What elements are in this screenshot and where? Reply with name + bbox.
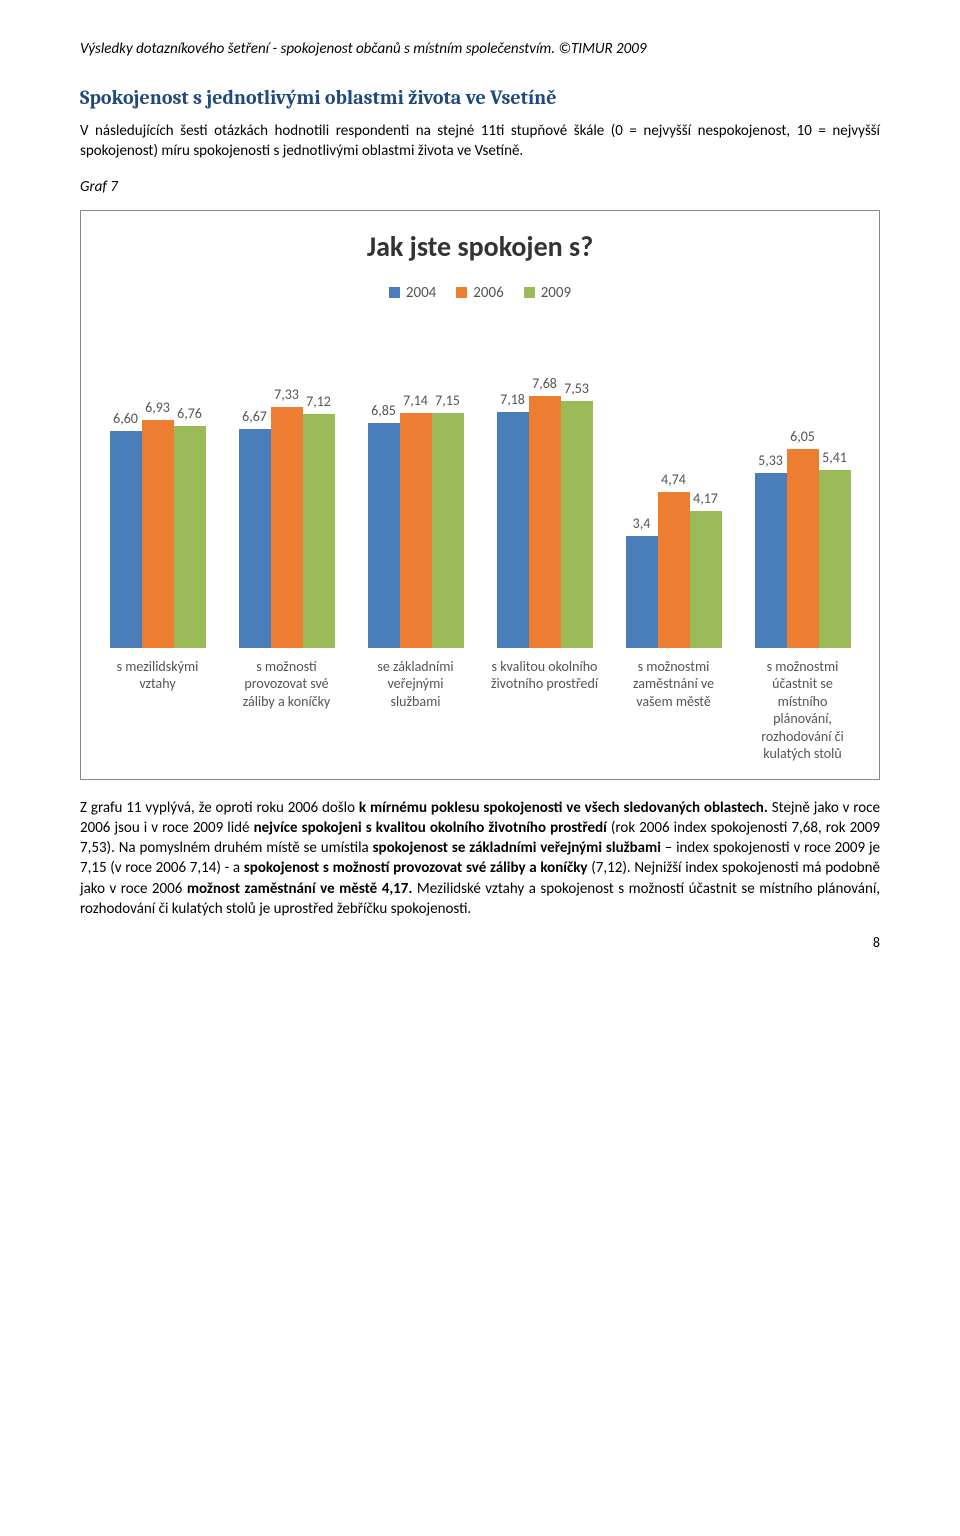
bar: [271, 407, 303, 647]
text-run: Z grafu 11 vyplývá, že oproti roku 2006 …: [80, 799, 359, 817]
bar-value-label: 4,17: [693, 490, 718, 507]
bar-value-label: 7,33: [274, 386, 299, 403]
legend-swatch: [524, 287, 535, 298]
bold-run: k mírnému poklesu spokojenosti ve všech …: [359, 799, 768, 817]
bar-group: 6,67 7,33 7,12: [232, 386, 341, 647]
legend-swatch: [456, 287, 467, 298]
legend-item: 2004: [389, 284, 436, 302]
bold-run: nejvíce spokojeni s kvalitou okolního ži…: [254, 819, 607, 837]
bar-group: 6,85 7,14 7,15: [361, 392, 470, 647]
bar: [819, 470, 851, 647]
bar: [303, 414, 335, 647]
header-right: ©TIMUR 2009: [558, 40, 646, 58]
chart-x-axis: s mezilidskými vztahys možností provozov…: [97, 648, 863, 767]
bar-wrap: 7,18: [497, 391, 529, 647]
bar-wrap: 6,76: [174, 405, 206, 648]
bar: [400, 413, 432, 647]
bar-value-label: 5,41: [822, 449, 847, 466]
bar-group: 6,60 6,93 6,76: [103, 399, 212, 647]
page-header: Výsledky dotazníkového šetření - spokoje…: [80, 40, 880, 58]
bar-value-label: 6,05: [790, 428, 815, 445]
bar: [561, 401, 593, 648]
chart-label: Graf 7: [80, 178, 880, 196]
bar: [626, 536, 658, 647]
bar-wrap: 6,93: [142, 399, 174, 647]
legend-item: 2006: [456, 284, 503, 302]
bar-wrap: 7,15: [432, 392, 464, 647]
bar-value-label: 7,12: [306, 393, 331, 410]
chart-container: Jak jste spokojen s? 200420062009 6,606,…: [80, 210, 880, 780]
x-axis-label: s možnostmi účastnit se místního plánová…: [748, 658, 857, 763]
legend-swatch: [389, 287, 400, 298]
section-title: Spokojenost s jednotlivými oblastmi živo…: [80, 86, 880, 109]
legend-label: 2009: [541, 284, 571, 302]
bar-wrap: 6,67: [239, 408, 271, 648]
bar: [690, 511, 722, 648]
bar: [142, 420, 174, 647]
chart-title: Jak jste spokojen s?: [97, 229, 863, 264]
bar-value-label: 6,85: [371, 402, 396, 419]
legend-item: 2009: [524, 284, 571, 302]
bar-group: 5,33 6,05 5,41: [748, 428, 857, 647]
bold-run: spokojenost se základními veřejnými služ…: [373, 839, 661, 857]
page-number: 8: [873, 934, 880, 951]
x-axis-label: s možností provozovat své záliby a koníč…: [232, 658, 341, 763]
bar-wrap: 5,33: [755, 452, 787, 648]
body-paragraph: Z grafu 11 vyplývá, že oproti roku 2006 …: [80, 798, 880, 920]
intro-paragraph: V následujících šesti otázkách hodnotili…: [80, 121, 880, 162]
bar-wrap: 7,14: [400, 392, 432, 647]
bar: [110, 431, 142, 647]
header-left: Výsledky dotazníkového šetření - spokoje…: [80, 40, 555, 58]
bar-wrap: 6,85: [368, 402, 400, 648]
bar-wrap: 6,05: [787, 428, 819, 647]
bar: [658, 492, 690, 647]
bar: [529, 396, 561, 648]
bar-value-label: 3,4: [633, 515, 651, 532]
x-axis-label: se základními veřejnými službami: [361, 658, 470, 763]
bar-wrap: 7,53: [561, 380, 593, 648]
bar-wrap: 7,33: [271, 386, 303, 647]
page: Výsledky dotazníkového šetření - spokoje…: [0, 0, 960, 969]
bar-wrap: 5,41: [819, 449, 851, 647]
bar-wrap: 4,17: [690, 490, 722, 648]
bar-value-label: 6,67: [242, 408, 267, 425]
bar-wrap: 4,74: [658, 471, 690, 647]
bar-wrap: 6,60: [110, 410, 142, 647]
bar-value-label: 6,76: [177, 405, 202, 422]
bar: [787, 449, 819, 647]
bar-group: 3,4 4,74 4,17: [619, 471, 728, 647]
x-axis-label: s mezilidskými vztahy: [103, 658, 212, 763]
bold-run: možnost zaměstnání ve městě 4,17.: [187, 880, 413, 898]
x-axis-label: s možnostmi zaměstnání ve vašem městě: [619, 658, 728, 763]
legend-label: 2006: [473, 284, 503, 302]
bar: [432, 413, 464, 647]
bar-value-label: 6,60: [113, 410, 138, 427]
bar-value-label: 7,18: [500, 391, 525, 408]
bar-value-label: 7,53: [564, 380, 589, 397]
bar: [368, 423, 400, 648]
bar: [755, 473, 787, 648]
bar: [497, 412, 529, 647]
bar-value-label: 4,74: [661, 471, 686, 488]
chart-legend: 2004 2006 2009: [97, 284, 863, 302]
bar-group: 7,18 7,68 7,53: [490, 375, 599, 648]
legend-label: 2004: [406, 284, 436, 302]
bold-run: spokojenost s možností provozovat své zá…: [244, 859, 588, 877]
bar-value-label: 5,33: [758, 452, 783, 469]
bar: [239, 429, 271, 648]
bar-wrap: 3,4: [626, 515, 658, 647]
bar-value-label: 7,15: [435, 392, 460, 409]
bar: [174, 426, 206, 648]
bar-value-label: 6,93: [145, 399, 170, 416]
chart-plot-area: 6,60 6,93 6,76 6,67 7,33 7,12 6,85 7,14 7,15 7,18…: [97, 328, 863, 648]
bar-value-label: 7,68: [532, 375, 557, 392]
bar-wrap: 7,68: [529, 375, 561, 648]
bar-value-label: 7,14: [403, 392, 428, 409]
bar-wrap: 7,12: [303, 393, 335, 647]
x-axis-label: s kvalitou okolního životního prostředí: [490, 658, 599, 763]
